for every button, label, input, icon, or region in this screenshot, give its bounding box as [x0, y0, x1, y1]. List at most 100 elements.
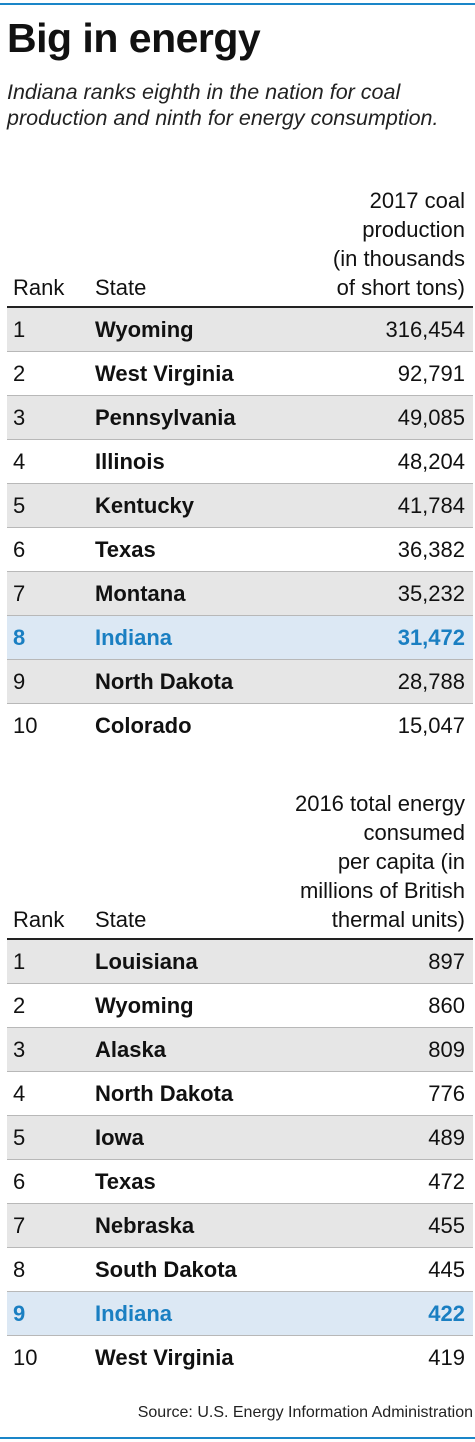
state-cell: Indiana	[95, 1301, 173, 1326]
table-row: 7 Montana 35,232	[7, 572, 473, 616]
value-cell: 49,085	[397, 405, 465, 430]
value-header-line: thermal units)	[331, 907, 465, 932]
value-cell: 36,382	[397, 537, 465, 562]
state-cell: Kentucky	[95, 493, 195, 518]
rank-cell: 8	[13, 625, 26, 650]
rank-column-header: Rank	[13, 907, 65, 932]
state-cell: Wyoming	[95, 317, 194, 342]
value-cell: 419	[428, 1345, 465, 1370]
value-cell: 31,472	[397, 625, 465, 650]
value-cell: 28,788	[397, 669, 465, 694]
table-row: 3 Pennsylvania 49,085	[7, 396, 473, 440]
state-cell: Wyoming	[95, 993, 194, 1018]
rank-cell: 6	[13, 1169, 26, 1194]
bottom-accent-rule	[0, 1437, 475, 1439]
value-column-header: 2017 coal production (in thousands of short…	[333, 186, 465, 302]
value-header-line: 2016 total energy	[294, 791, 465, 816]
rank-cell: 9	[13, 1301, 26, 1326]
table-row: 8 South Dakota 445	[7, 1248, 473, 1292]
value-header-line: 2017 coal	[369, 188, 465, 213]
table-row: 9 Indiana 422	[7, 1292, 473, 1336]
table-header: Rank State 2016 total energy consumed per ca…	[7, 791, 473, 940]
rank-cell: 6	[13, 537, 26, 562]
state-cell: West Virginia	[95, 361, 234, 386]
table-row: 6 Texas 36,382	[7, 528, 473, 572]
value-cell: 776	[428, 1081, 465, 1106]
table-row: 1 Wyoming 316,454	[7, 308, 473, 352]
coal-production-table: Rank State 2017 coal production (in thousand…	[7, 182, 473, 748]
state-cell: Texas	[95, 1169, 156, 1194]
table-row: 1 Louisiana 897	[7, 940, 473, 984]
value-header-line: of short tons)	[336, 275, 465, 300]
table-row: 10 Colorado 15,047	[7, 704, 473, 748]
value-header-line: (in thousands	[332, 246, 465, 271]
state-cell: Montana	[95, 581, 186, 606]
rank-cell: 9	[13, 669, 26, 694]
rank-cell: 7	[13, 581, 26, 606]
value-column-header: 2016 total energy consumed per capita (in m…	[295, 789, 465, 934]
table-row: 2 Wyoming 860	[7, 984, 473, 1028]
rank-cell: 1	[13, 317, 26, 342]
value-cell: 455	[428, 1213, 465, 1238]
value-cell: 809	[428, 1037, 465, 1062]
value-header-line: millions of British	[299, 878, 465, 903]
rank-cell: 10	[13, 1345, 38, 1370]
state-cell: Louisiana	[95, 949, 198, 974]
rank-cell: 7	[13, 1213, 26, 1238]
table-row: 4 North Dakota 776	[7, 1072, 473, 1116]
state-cell: South Dakota	[95, 1257, 237, 1282]
state-cell: Nebraska	[95, 1213, 195, 1238]
rank-cell: 2	[13, 993, 26, 1018]
value-cell: 92,791	[397, 361, 465, 386]
value-cell: 35,232	[397, 581, 465, 606]
table-header: Rank State 2017 coal production (in thousand…	[7, 182, 473, 308]
rank-cell: 4	[13, 1081, 26, 1106]
value-cell: 15,047	[397, 713, 465, 738]
state-column-header: State	[95, 907, 147, 932]
chart-title: Big in energy	[7, 15, 261, 61]
table-row: 6 Texas 472	[7, 1160, 473, 1204]
value-cell: 445	[428, 1257, 465, 1282]
table-row: 4 Illinois 48,204	[7, 440, 473, 484]
rank-cell: 3	[13, 405, 26, 430]
state-cell: North Dakota	[95, 669, 234, 694]
rank-cell: 5	[13, 493, 26, 518]
table-row: 5 Kentucky 41,784	[7, 484, 473, 528]
table-row: 10 West Virginia 419	[7, 1336, 473, 1380]
value-header-line: production	[362, 217, 465, 242]
state-cell: North Dakota	[95, 1081, 234, 1106]
table-row: 2 West Virginia 92,791	[7, 352, 473, 396]
table-row: 5 Iowa 489	[7, 1116, 473, 1160]
state-column-header: State	[95, 275, 147, 300]
value-cell: 316,454	[385, 317, 465, 342]
chart-subtitle: Indiana ranks eighth in the nation for c…	[7, 80, 439, 130]
top-accent-rule	[0, 3, 475, 5]
rank-cell: 1	[13, 949, 26, 974]
value-cell: 422	[428, 1301, 465, 1326]
energy-consumption-table: Rank State 2016 total energy consumed per ca…	[7, 791, 473, 1380]
state-cell: Illinois	[95, 449, 165, 474]
rank-cell: 4	[13, 449, 26, 474]
rank-cell: 8	[13, 1257, 26, 1282]
value-cell: 472	[428, 1169, 465, 1194]
state-cell: Indiana	[95, 625, 173, 650]
state-cell: Colorado	[95, 713, 192, 738]
source-note: Source: U.S. Energy Information Administ…	[137, 1404, 473, 1421]
value-cell: 897	[428, 949, 465, 974]
state-cell: Texas	[95, 537, 156, 562]
value-cell: 860	[428, 993, 465, 1018]
state-cell: Alaska	[95, 1037, 166, 1062]
rank-cell: 3	[13, 1037, 26, 1062]
value-cell: 48,204	[397, 449, 465, 474]
rank-column-header: Rank	[13, 275, 65, 300]
rank-cell: 2	[13, 361, 26, 386]
table-row: 9 North Dakota 28,788	[7, 660, 473, 704]
value-cell: 489	[428, 1125, 465, 1150]
table-row: 7 Nebraska 455	[7, 1204, 473, 1248]
value-header-line: consumed	[363, 820, 465, 845]
rank-cell: 10	[13, 713, 38, 738]
state-cell: Pennsylvania	[95, 405, 236, 430]
value-cell: 41,784	[397, 493, 465, 518]
table-row: 8 Indiana 31,472	[7, 616, 473, 660]
value-header-line: per capita (in	[337, 849, 465, 874]
